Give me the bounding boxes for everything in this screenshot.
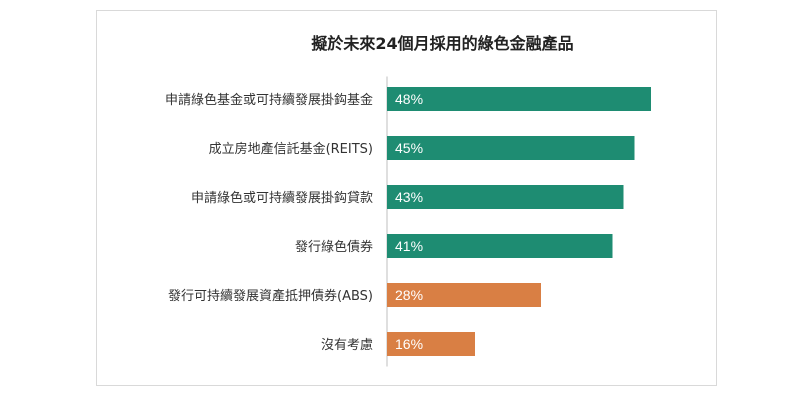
value-label: 28%	[395, 287, 423, 303]
category-label: 成立房地產信託基金(REITS)	[209, 141, 373, 157]
value-label: 43%	[395, 189, 423, 205]
value-label: 45%	[395, 140, 423, 156]
category-label: 申請綠色或可持續發展掛鈎貸款	[191, 190, 373, 206]
value-label: 48%	[395, 91, 423, 107]
bar	[387, 332, 475, 356]
category-label: 沒有考慮	[321, 338, 373, 353]
bar	[387, 87, 651, 111]
bar	[387, 234, 613, 258]
category-label: 申請綠色基金或可持續發展掛鈎基金	[165, 92, 373, 108]
chart-title: 擬於未來24個月採用的綠色金融產品	[311, 34, 574, 53]
bar	[387, 136, 635, 160]
category-label: 發行綠色債券	[295, 239, 373, 255]
value-label: 41%	[395, 238, 423, 254]
category-label: 發行可持續發展資產抵押債券(ABS)	[168, 288, 373, 304]
value-label: 16%	[395, 336, 423, 352]
bar	[387, 283, 541, 307]
bar	[387, 185, 624, 209]
